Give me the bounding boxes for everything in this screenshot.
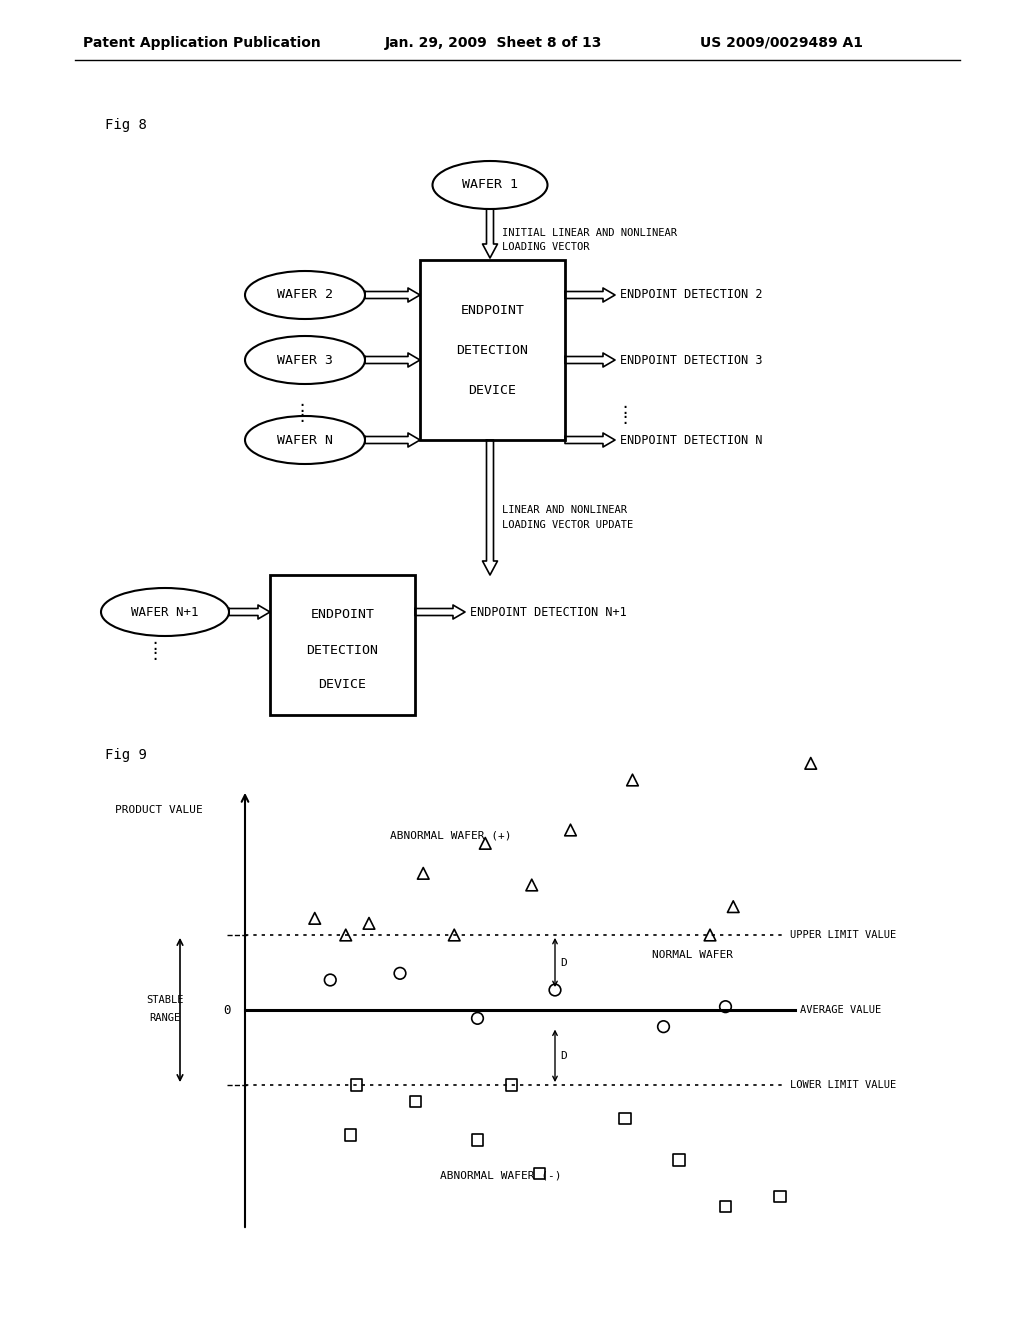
Text: ABNORMAL WAFER (+): ABNORMAL WAFER (+) [390,830,512,840]
Text: DETECTION: DETECTION [306,644,379,656]
Text: ENDPOINT DETECTION N: ENDPOINT DETECTION N [620,433,763,446]
Point [338,924,354,945]
Point [671,1150,687,1171]
Point [306,908,323,929]
Text: :: : [620,412,629,428]
Text: DEVICE: DEVICE [469,384,516,396]
Text: WAFER 1: WAFER 1 [462,178,518,191]
Text: :: : [151,648,160,663]
Text: INITIAL LINEAR AND NONLINEAR: INITIAL LINEAR AND NONLINEAR [502,228,677,238]
Point [625,770,641,791]
Point [469,1130,485,1151]
Polygon shape [565,288,615,302]
Text: DETECTION: DETECTION [457,343,528,356]
Text: US 2009/0029489 A1: US 2009/0029489 A1 [700,36,863,50]
Text: AVERAGE VALUE: AVERAGE VALUE [800,1005,882,1015]
Point [523,874,540,895]
Point [504,1074,520,1096]
Point [616,1107,633,1129]
Point [655,1016,672,1038]
Text: STABLE: STABLE [146,995,183,1005]
Text: WAFER 2: WAFER 2 [278,289,333,301]
Polygon shape [365,288,420,302]
Polygon shape [365,433,420,447]
Text: Patent Application Publication: Patent Application Publication [83,36,321,50]
Text: UPPER LIMIT VALUE: UPPER LIMIT VALUE [790,931,896,940]
Text: PRODUCT VALUE: PRODUCT VALUE [115,805,203,814]
Polygon shape [415,605,465,619]
Bar [420,260,565,440]
Point [701,924,718,945]
Point [323,969,339,990]
Point [477,833,494,854]
Text: LOADING VECTOR UPDATE: LOADING VECTOR UPDATE [502,520,633,531]
Text: D: D [560,957,566,968]
Polygon shape [365,352,420,367]
Point [392,962,409,983]
Point [360,912,377,933]
Polygon shape [229,605,270,619]
Point [531,1163,548,1184]
Text: ABNORMAL WAFER (-): ABNORMAL WAFER (-) [440,1170,561,1180]
Point [469,1007,485,1028]
Point [408,1092,424,1113]
Point [348,1074,365,1096]
Point [803,752,819,774]
Text: 0: 0 [223,1003,231,1016]
Text: WAFER N: WAFER N [278,433,333,446]
Text: WAFER 3: WAFER 3 [278,354,333,367]
Point [717,1196,733,1217]
Text: LOWER LIMIT VALUE: LOWER LIMIT VALUE [790,1080,896,1090]
Text: :: : [620,403,629,417]
Point [771,1187,787,1208]
Text: DEVICE: DEVICE [318,678,367,692]
Text: ENDPOINT: ENDPOINT [310,609,375,622]
Point [725,896,741,917]
Point [342,1125,358,1146]
Text: :: : [297,411,306,425]
Point [415,863,431,884]
Polygon shape [482,209,498,257]
Point [717,997,733,1018]
Text: LINEAR AND NONLINEAR: LINEAR AND NONLINEAR [502,506,627,515]
Text: Fig 9: Fig 9 [105,748,146,762]
Text: D: D [560,1051,566,1061]
Text: ENDPOINT DETECTION N+1: ENDPOINT DETECTION N+1 [470,606,627,619]
Text: :: : [151,638,160,652]
Point [562,820,579,841]
Text: ENDPOINT: ENDPOINT [461,304,524,317]
Text: NORMAL WAFER: NORMAL WAFER [652,950,733,960]
Polygon shape [565,352,615,367]
Text: Jan. 29, 2009  Sheet 8 of 13: Jan. 29, 2009 Sheet 8 of 13 [385,36,602,50]
Polygon shape [565,433,615,447]
Polygon shape [482,440,498,576]
Text: :: : [297,400,306,416]
Point [547,979,563,1001]
Point [446,924,463,945]
Text: ENDPOINT DETECTION 3: ENDPOINT DETECTION 3 [620,354,763,367]
Text: Fig 8: Fig 8 [105,117,146,132]
Text: RANGE: RANGE [150,1012,180,1023]
Text: WAFER N+1: WAFER N+1 [131,606,199,619]
Text: LOADING VECTOR: LOADING VECTOR [502,242,590,252]
Text: ENDPOINT DETECTION 2: ENDPOINT DETECTION 2 [620,289,763,301]
Bar [270,576,415,715]
